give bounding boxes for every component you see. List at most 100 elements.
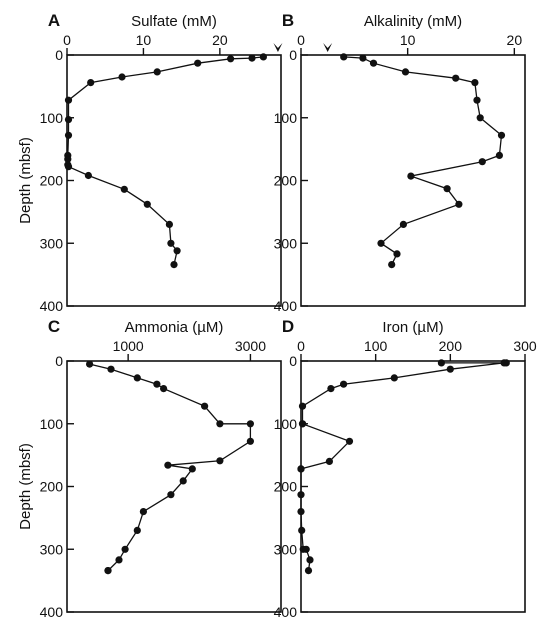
surface-arrow-marker bbox=[273, 43, 283, 52]
y-tick-label: 400 bbox=[274, 604, 298, 620]
data-point bbox=[393, 250, 401, 258]
chart-title: Alkalinity (mM) bbox=[364, 13, 462, 30]
data-point bbox=[388, 261, 396, 269]
data-point bbox=[297, 508, 305, 516]
data-point bbox=[478, 158, 486, 166]
data-point bbox=[104, 567, 112, 575]
y-tick-label: 400 bbox=[40, 604, 64, 620]
y-tick-label: 400 bbox=[40, 298, 64, 314]
y-tick-label: 200 bbox=[274, 173, 298, 189]
data-point bbox=[179, 477, 187, 485]
panel-letter: A bbox=[48, 11, 60, 30]
data-point bbox=[298, 402, 307, 410]
data-point bbox=[248, 54, 256, 62]
y-tick-label: 300 bbox=[274, 235, 298, 251]
data-point bbox=[120, 185, 128, 193]
data-point bbox=[84, 171, 92, 180]
data-point bbox=[471, 79, 479, 87]
data-point bbox=[345, 437, 354, 445]
x-tick-label: 300 bbox=[513, 338, 537, 354]
y-tick-label: 100 bbox=[274, 416, 298, 432]
data-point bbox=[495, 151, 503, 159]
data-point bbox=[121, 545, 129, 553]
data-point bbox=[407, 172, 415, 180]
x-tick-label: 0 bbox=[297, 338, 305, 354]
y-tick-label: 200 bbox=[274, 479, 298, 495]
series-line bbox=[300, 362, 507, 571]
x-tick-label: 10 bbox=[400, 32, 416, 48]
x-tick-label: 3000 bbox=[235, 338, 266, 354]
y-tick-label: 0 bbox=[55, 353, 63, 369]
chart-panel-d: D Iron (µM) 0 100 200 300 0 100 200 300 400 bbox=[274, 317, 537, 620]
data-point bbox=[437, 359, 445, 367]
plot-frame bbox=[300, 54, 526, 307]
x-tick-label: 1000 bbox=[113, 338, 144, 354]
x-tick-label: 0 bbox=[63, 32, 71, 48]
y-tick-label: 400 bbox=[274, 298, 298, 314]
data-point bbox=[476, 114, 484, 122]
data-point bbox=[143, 200, 151, 208]
data-point bbox=[297, 491, 305, 499]
x-tick-label: 0 bbox=[297, 32, 305, 48]
panel-letter: B bbox=[282, 11, 294, 30]
data-point bbox=[64, 155, 72, 163]
data-point bbox=[298, 420, 307, 428]
data-point bbox=[107, 365, 115, 373]
data-point bbox=[340, 53, 348, 61]
data-point bbox=[216, 420, 224, 428]
data-point bbox=[164, 461, 172, 469]
data-point bbox=[133, 526, 141, 535]
series-line bbox=[67, 56, 264, 265]
data-point bbox=[369, 59, 378, 67]
panel-letter: D bbox=[282, 317, 294, 336]
data-point bbox=[64, 131, 73, 139]
y-tick-label: 200 bbox=[40, 479, 64, 495]
data-point bbox=[359, 54, 367, 62]
y-axis-title: Depth (mbsf) bbox=[17, 443, 34, 530]
x-tick-label: 200 bbox=[439, 338, 463, 354]
data-point bbox=[194, 59, 202, 67]
data-point bbox=[170, 261, 178, 269]
y-tick-label: 100 bbox=[40, 110, 64, 126]
data-point bbox=[153, 380, 161, 388]
x-tick-label: 100 bbox=[364, 338, 388, 354]
data-point bbox=[390, 374, 398, 382]
data-point bbox=[377, 239, 385, 247]
y-tick-label: 200 bbox=[40, 173, 64, 189]
data-point bbox=[340, 380, 348, 388]
x-tick-label: 10 bbox=[136, 32, 152, 48]
y-tick-label: 300 bbox=[40, 541, 64, 557]
data-point bbox=[325, 457, 333, 465]
series-line bbox=[343, 56, 503, 265]
data-point bbox=[500, 359, 508, 367]
data-point bbox=[201, 402, 209, 410]
data-point bbox=[188, 465, 196, 473]
data-point bbox=[118, 73, 126, 81]
y-tick-label: 0 bbox=[289, 353, 297, 369]
data-point bbox=[246, 420, 254, 428]
data-point bbox=[401, 68, 410, 76]
data-point bbox=[473, 96, 481, 104]
y-tick-label: 0 bbox=[289, 47, 297, 63]
data-point bbox=[216, 457, 224, 465]
data-point bbox=[173, 247, 181, 255]
data-point bbox=[446, 365, 454, 373]
chart-panel-c: C Ammonia (µM) 1000 3000 0 100 200 300 400 Depth … bbox=[17, 317, 282, 620]
data-point bbox=[443, 185, 451, 193]
x-tick-label: 20 bbox=[212, 32, 228, 48]
data-point bbox=[327, 385, 335, 393]
y-axis-title: Depth (mbsf) bbox=[17, 137, 34, 224]
panel-letter: C bbox=[48, 317, 60, 336]
data-point bbox=[167, 491, 175, 499]
data-point bbox=[297, 465, 305, 473]
data-point bbox=[399, 220, 407, 228]
data-point bbox=[304, 567, 313, 575]
chart-title: Ammonia (µM) bbox=[125, 319, 224, 336]
data-point bbox=[259, 53, 267, 61]
plot-frame bbox=[300, 360, 526, 613]
data-point bbox=[227, 55, 235, 63]
